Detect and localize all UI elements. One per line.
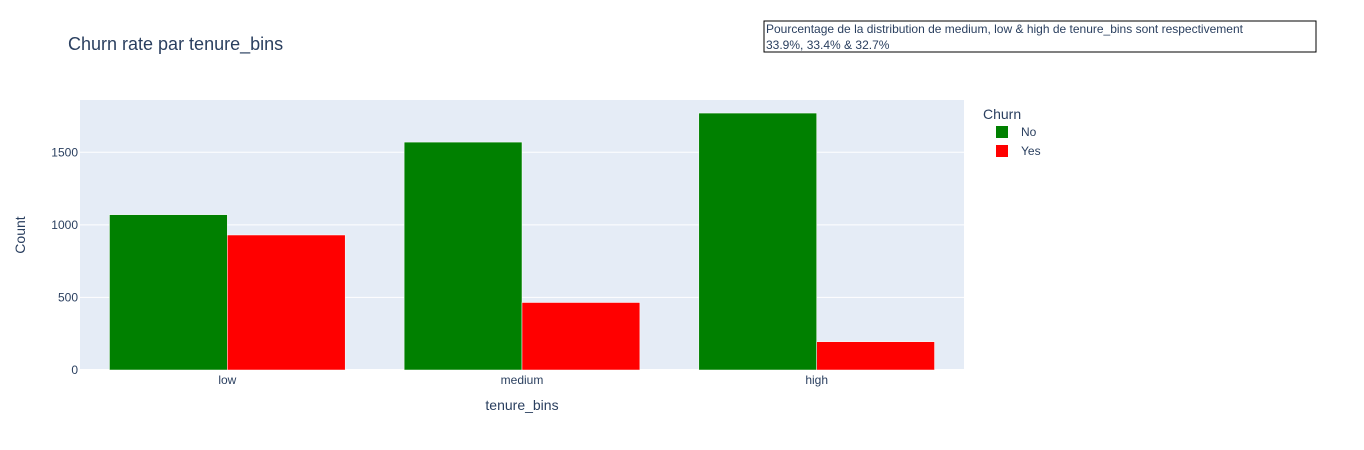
legend-title: Churn: [983, 106, 1021, 122]
y-tick-label: 500: [58, 290, 78, 304]
legend-label-no[interactable]: No: [1021, 125, 1037, 139]
x-axis-title: tenure_bins: [485, 397, 558, 413]
legend-swatch-yes[interactable]: [996, 145, 1008, 157]
annotation-box: Pourcentage de la distribution de medium…: [763, 20, 1317, 53]
legend-swatch-no[interactable]: [996, 126, 1008, 138]
bar-no-medium[interactable]: [403, 141, 523, 371]
annotation-line-1: Pourcentage de la distribution de medium…: [766, 22, 1244, 36]
x-tick-label: medium: [501, 373, 544, 387]
annotation-border: [763, 20, 1317, 53]
legend[interactable]: Churn No Yes: [983, 106, 1041, 158]
bar-yes-high[interactable]: [816, 341, 935, 371]
annotation-line-2: 33.9%, 33.4% & 32.7%: [766, 38, 890, 52]
x-tick-label: high: [805, 373, 828, 387]
y-tick-label: 0: [71, 363, 78, 377]
bar-no-low[interactable]: [109, 214, 228, 371]
bar-yes-medium[interactable]: [521, 302, 641, 371]
y-tick-label: 1000: [51, 218, 78, 232]
plot-area: 0 500 1000 1500 low medium high: [51, 100, 964, 387]
bar-no-high[interactable]: [698, 112, 817, 371]
x-tick-label: low: [218, 373, 236, 387]
y-tick-label: 1500: [51, 145, 78, 159]
legend-label-yes[interactable]: Yes: [1021, 144, 1041, 158]
y-axis-title: Count: [12, 216, 28, 253]
bar-yes-low[interactable]: [227, 234, 346, 371]
chart-title: Churn rate par tenure_bins: [68, 34, 283, 55]
